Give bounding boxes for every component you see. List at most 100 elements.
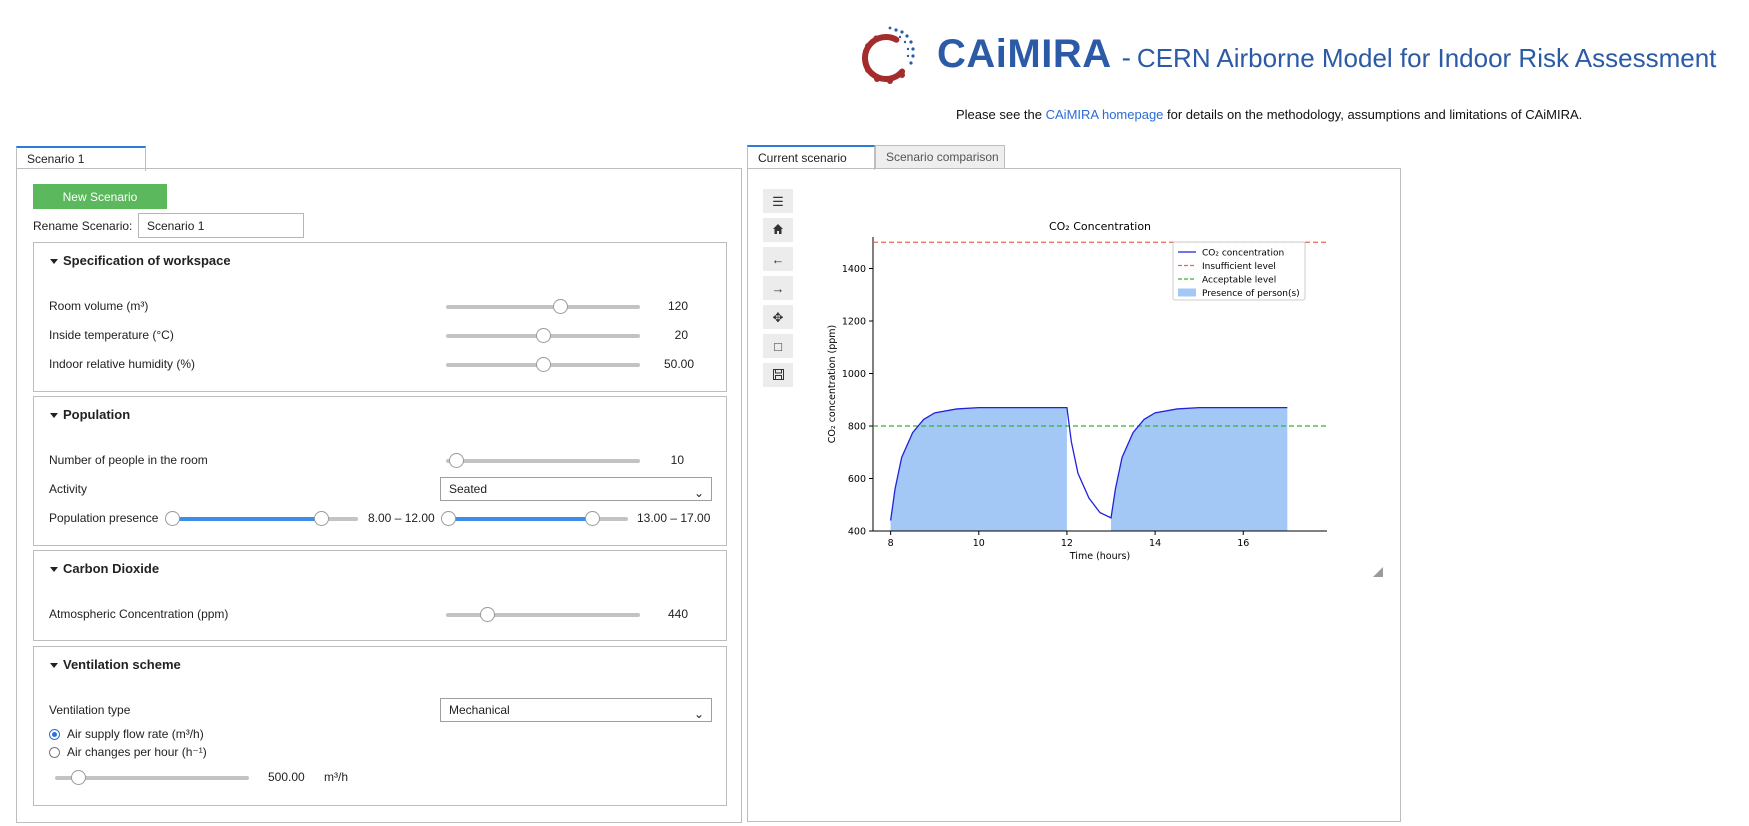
save-figure-button[interactable]: [763, 363, 793, 387]
x-tick-label: 8: [888, 538, 894, 549]
people-value: 10: [670, 453, 684, 467]
x-tick-label: 14: [1149, 538, 1161, 549]
temperature-label: Inside temperature (°C): [49, 328, 174, 342]
presence-1-value: 8.00 – 12.00: [368, 511, 435, 525]
tab-current-scenario[interactable]: Current scenario: [747, 145, 875, 170]
radio-air-changes[interactable]: Air changes per hour (h⁻¹): [49, 745, 207, 759]
humidity-value: 50.00: [663, 357, 694, 371]
caret-down-icon: [50, 567, 58, 573]
y-tick-label: 800: [848, 422, 866, 433]
home-button[interactable]: [763, 218, 793, 242]
humidity-slider[interactable]: [446, 357, 640, 373]
room-volume-slider[interactable]: [446, 299, 640, 315]
slider-track: [446, 305, 640, 309]
new-scenario-button[interactable]: New Scenario: [33, 184, 167, 209]
y-tick-label: 1200: [842, 317, 866, 328]
forward-arrow-icon: →: [771, 281, 785, 296]
atmospheric-value: 440: [667, 607, 688, 621]
slider-fill: [172, 517, 321, 521]
slider-thumb[interactable]: [536, 328, 551, 343]
slider-thumb-end[interactable]: [585, 511, 600, 526]
x-tick-label: 16: [1237, 538, 1249, 549]
ventilation-type-selected: Mechanical: [449, 703, 510, 717]
flow-rate-value: 500.00: [268, 770, 305, 784]
note-suffix: for details on the methodology, assumpti…: [1163, 107, 1583, 122]
caret-down-icon: [50, 413, 58, 419]
menu-button[interactable]: ☰: [763, 189, 793, 213]
save-icon: [772, 369, 784, 380]
activity-label: Activity: [49, 482, 88, 496]
slider-track: [446, 613, 640, 617]
co2-chart: 8 10 12 14 16 400 600 800 1000 1200 1400 CO₂ Concen…: [827, 220, 1327, 562]
flow-rate-slider[interactable]: [55, 770, 249, 786]
co2-section-toggle[interactable]: Carbon Dioxide: [50, 561, 159, 576]
activity-select[interactable]: Seated ⌄: [440, 477, 712, 501]
pan-icon: ✥: [772, 310, 784, 325]
slider-thumb-start[interactable]: [165, 511, 180, 526]
caimira-logo: [862, 26, 915, 84]
population-title: Population: [63, 407, 131, 422]
radio-air-changes-label: Air changes per hour (h⁻¹): [67, 745, 207, 759]
y-tick-label: 1000: [842, 369, 866, 380]
results-panel: [747, 168, 1401, 822]
radio-checked-icon: [49, 729, 60, 740]
population-section-toggle[interactable]: Population: [50, 407, 130, 422]
slider-thumb[interactable]: [553, 299, 569, 314]
presence-area-2: [1111, 407, 1288, 531]
slider-thumb[interactable]: [448, 453, 464, 468]
pan-button[interactable]: ✥: [763, 305, 793, 329]
x-tick-label: 12: [1061, 538, 1073, 549]
presence-slider-1[interactable]: [165, 511, 358, 527]
tab-scenario-1[interactable]: Scenario 1: [16, 146, 146, 171]
zoom-rect-icon: □: [774, 339, 782, 354]
resize-handle[interactable]: [1373, 567, 1383, 577]
scenario-panel: [16, 168, 742, 823]
slider-track: [55, 776, 249, 780]
menu-icon: ☰: [772, 194, 784, 209]
x-axis-label: Time (hours): [1069, 551, 1130, 562]
y-axis-label: CO₂ concentration (ppm): [827, 325, 838, 443]
temperature-value: 20: [674, 328, 688, 342]
radio-unchecked-icon: [49, 747, 60, 758]
note-prefix: Please see the: [956, 107, 1046, 122]
y-tick-label: 400: [848, 527, 866, 538]
people-slider[interactable]: [446, 453, 640, 469]
legend-box: [1172, 241, 1306, 301]
slider-thumb-end[interactable]: [313, 511, 329, 526]
back-arrow-icon: ←: [771, 252, 785, 267]
room-volume-label: Room volume (m³): [49, 299, 149, 313]
chevron-down-icon: ⌄: [693, 707, 704, 721]
co2-section: Carbon Dioxide Atmospheric Concentration…: [33, 550, 727, 641]
tab-scenario-comparison[interactable]: Scenario comparison: [875, 145, 1005, 169]
ventilation-section-toggle[interactable]: Ventilation scheme: [50, 657, 181, 672]
activity-selected: Seated: [449, 482, 488, 496]
co2-concentration-line: [889, 406, 1288, 521]
back-button[interactable]: ←: [763, 247, 793, 271]
presence-label: Population presence: [49, 511, 159, 525]
rename-scenario-input[interactable]: [138, 213, 304, 238]
app-full-name: CERN Airborne Model for Indoor Risk Asse…: [1136, 43, 1717, 73]
flow-rate-unit: m³/h: [324, 770, 348, 784]
people-label: Number of people in the room: [49, 453, 208, 467]
ventilation-type-select[interactable]: Mechanical ⌄: [440, 698, 712, 722]
slider-thumb[interactable]: [71, 770, 87, 785]
zoom-rect-button[interactable]: □: [763, 334, 793, 358]
ventilation-section: Ventilation scheme Ventilation type Mech…: [33, 646, 727, 806]
presence-2-value: 13.00 – 17.00: [637, 511, 711, 525]
app-title: CAiMIRA - CERN Airborne Model for Indoor R…: [937, 32, 1716, 77]
ventilation-type-label: Ventilation type: [49, 703, 131, 717]
slider-thumb[interactable]: [479, 607, 495, 622]
radio-air-supply[interactable]: Air supply flow rate (m³/h): [49, 727, 204, 741]
caret-down-icon: [50, 259, 58, 265]
app-name: CAiMIRA: [937, 32, 1112, 76]
slider-thumb[interactable]: [536, 357, 551, 372]
slider-track: [446, 459, 640, 463]
home-icon: [773, 224, 783, 234]
atmospheric-slider[interactable]: [446, 607, 640, 623]
workspace-section-toggle[interactable]: Specification of workspace: [50, 253, 231, 268]
temperature-slider[interactable]: [446, 328, 640, 344]
slider-thumb-start[interactable]: [441, 511, 456, 526]
homepage-link[interactable]: CAiMIRA homepage: [1045, 107, 1164, 122]
presence-slider-2[interactable]: [441, 511, 628, 527]
forward-button[interactable]: →: [763, 276, 793, 300]
